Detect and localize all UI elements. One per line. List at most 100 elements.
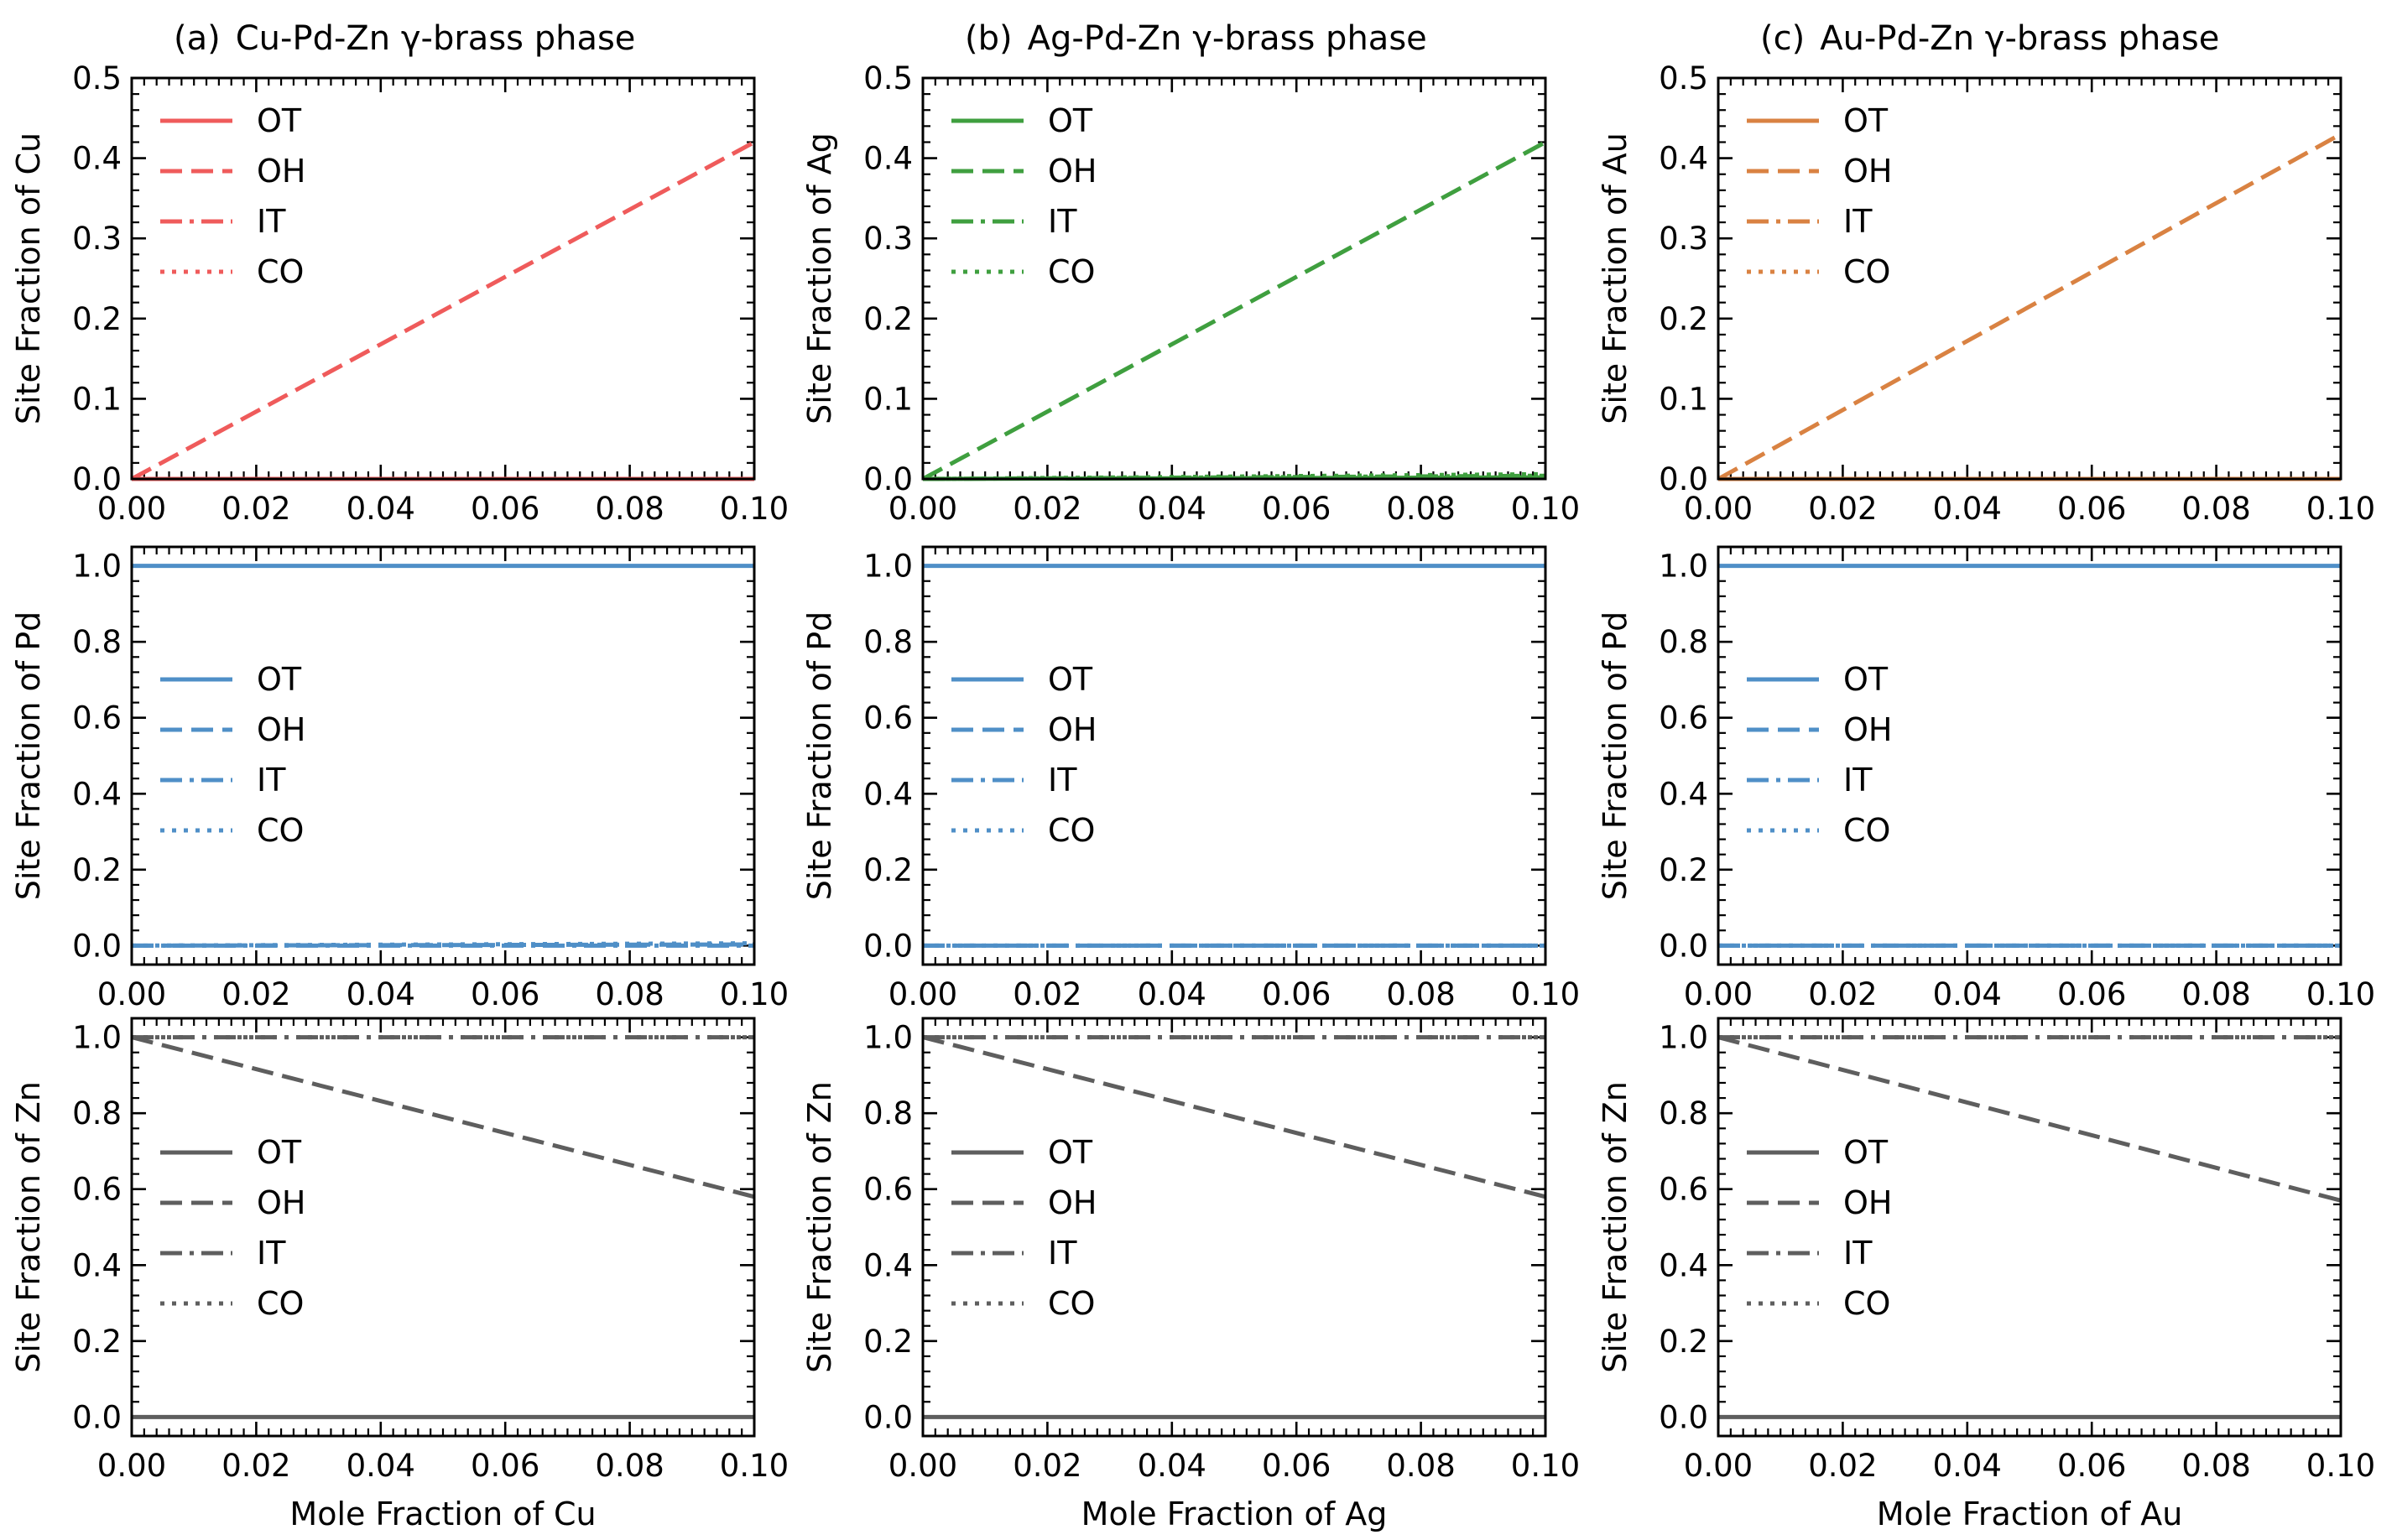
legend-label-oh: OH [257, 711, 305, 748]
x-tick-label: 0.04 [347, 976, 415, 1012]
legend-label-co: CO [1843, 812, 1890, 849]
y-axis-label: Site Fraction of Cu [10, 133, 47, 424]
y-tick-label: 0.0 [863, 1399, 913, 1435]
y-axis-label: Site Fraction of Pd [1597, 611, 1634, 901]
series-oh-line [130, 140, 756, 481]
legend: OT OH IT CO [951, 661, 1097, 849]
x-tick-label: 0.06 [2057, 1448, 2126, 1484]
legend-label-co: CO [1843, 253, 1890, 290]
legend-label-ot: OT [1843, 102, 1889, 139]
y-tick-label: 0.0 [72, 1399, 122, 1435]
y-tick-label: 0.3 [1659, 221, 1708, 257]
x-tick-label: 0.04 [347, 1448, 415, 1484]
x-tick-label: 0.10 [720, 1448, 789, 1484]
x-tick-label: 0.00 [97, 976, 166, 1012]
panel-title: (c) Au-Pd-Zn γ-brass phase [1760, 19, 2219, 58]
axes-frame [1717, 1017, 2342, 1438]
series-oh-line [131, 1035, 755, 1199]
y-tick-label: 0.8 [1659, 624, 1708, 660]
y-tick-label: 0.4 [1659, 776, 1708, 812]
y-axis-label: Site Fraction of Au [1597, 133, 1634, 424]
series-oh-line [922, 1035, 1546, 1199]
legend-label-it: IT [257, 1235, 286, 1272]
legend-label-co: CO [1843, 1285, 1890, 1322]
x-tick-label: 0.06 [2057, 976, 2126, 1012]
axes-frame [1717, 76, 2342, 481]
series-oh-line [1717, 132, 2342, 481]
y-tick-label: 0.6 [863, 1172, 913, 1208]
legend: OT OH IT CO [951, 1134, 1097, 1322]
y-tick-label: 0.2 [863, 301, 913, 337]
x-tick-label: 0.06 [471, 1448, 539, 1484]
subplot-2-1: 0.00 0.02 0.04 0.06 0.08 0.10 0.0 0.2 0.4 0.6 0.8 1… [10, 545, 789, 1012]
y-tick-label: 0.5 [72, 60, 122, 96]
y-tick-label: 0.2 [72, 301, 122, 337]
minor-ticks [1718, 547, 2341, 965]
axes-frame [921, 76, 1547, 481]
legend-label-it: IT [257, 203, 286, 240]
x-tick-label: 0.00 [888, 976, 957, 1012]
x-tick-label: 0.02 [1808, 976, 1877, 1012]
x-tick-label: 0.08 [595, 491, 664, 527]
y-tick-label: 1.0 [72, 549, 122, 585]
x-tick-label: 0.02 [221, 976, 290, 1012]
legend-label-it: IT [1843, 1235, 1873, 1272]
y-tick-label: 0.0 [1659, 461, 1708, 497]
x-tick-label: 0.10 [1511, 976, 1580, 1012]
legend-label-ot: OT [1048, 661, 1093, 698]
x-tick-label: 0.04 [1933, 976, 2002, 1012]
legend-label-oh: OH [1843, 1184, 1892, 1221]
y-tick-label: 0.1 [1659, 381, 1708, 417]
y-tick-label: 0.4 [1659, 141, 1708, 177]
minor-ticks [132, 1018, 754, 1436]
y-tick-label: 0.1 [72, 381, 122, 417]
subplot-2-3: 0.00 0.02 0.04 0.06 0.08 0.10 0.0 0.2 0.4 0.6 0.8 1… [1597, 545, 2375, 1012]
y-tick-label: 0.3 [72, 221, 122, 257]
minor-ticks [923, 78, 1545, 479]
y-axis-label: Site Fraction of Zn [801, 1081, 838, 1373]
y-tick-label: 0.2 [863, 1324, 913, 1360]
legend-label-ot: OT [257, 1134, 302, 1171]
x-tick-label: 0.04 [1138, 491, 1206, 527]
x-tick-label: 0.02 [1013, 491, 1081, 527]
x-axis-label: Mole Fraction of Cu [289, 1496, 596, 1532]
x-tick-label: 0.06 [471, 491, 539, 527]
legend: OT OH IT CO [160, 661, 305, 849]
legend: OT OH IT CO [1747, 661, 1892, 849]
minor-ticks [1718, 78, 2341, 479]
y-axis-label: Site Fraction of Ag [801, 133, 838, 424]
axes-frame [921, 545, 1547, 966]
y-tick-label: 0.8 [72, 1095, 122, 1132]
legend-label-ot: OT [1843, 661, 1889, 698]
legend-label-ot: OT [1048, 102, 1093, 139]
legend-label-oh: OH [1843, 711, 1892, 748]
subplot-1-3: 0.00 0.02 0.04 0.06 0.08 0.10 0.0 0.1 0.2 0.3 0.4 0… [1597, 19, 2375, 527]
x-tick-label: 0.02 [1013, 976, 1081, 1012]
x-tick-label: 0.00 [1684, 491, 1753, 527]
y-tick-label: 0.8 [1659, 1095, 1708, 1132]
panel-title: (a) Cu-Pd-Zn γ-brass phase [174, 19, 635, 58]
axes-frame [921, 1017, 1547, 1438]
y-tick-label: 0.4 [863, 776, 913, 812]
y-tick-label: 0.4 [863, 141, 913, 177]
legend-label-co: CO [1048, 812, 1095, 849]
y-tick-label: 0.4 [72, 776, 122, 812]
y-tick-label: 0.2 [1659, 852, 1708, 888]
minor-ticks [923, 547, 1545, 965]
x-tick-label: 0.10 [1511, 491, 1580, 527]
legend-label-ot: OT [1048, 1134, 1093, 1171]
x-tick-label: 0.06 [1262, 1448, 1331, 1484]
legend-label-it: IT [1048, 762, 1077, 799]
legend-label-ot: OT [257, 661, 302, 698]
subplot-1-1: 0.00 0.02 0.04 0.06 0.08 0.10 0.0 0.1 0.2 0.3 0.4 0… [10, 19, 789, 527]
series-oh-line [1717, 1035, 2342, 1203]
legend-label-it: IT [1048, 1235, 1077, 1272]
y-axis-label: Site Fraction of Zn [10, 1081, 47, 1373]
x-tick-label: 0.02 [1013, 1448, 1081, 1484]
legend-label-co: CO [257, 812, 304, 849]
legend-label-ot: OT [257, 102, 302, 139]
y-tick-label: 0.2 [863, 852, 913, 888]
x-axis-label: Mole Fraction of Au [1877, 1496, 2183, 1532]
x-tick-label: 0.10 [2306, 976, 2375, 1012]
y-tick-label: 0.5 [863, 60, 913, 96]
